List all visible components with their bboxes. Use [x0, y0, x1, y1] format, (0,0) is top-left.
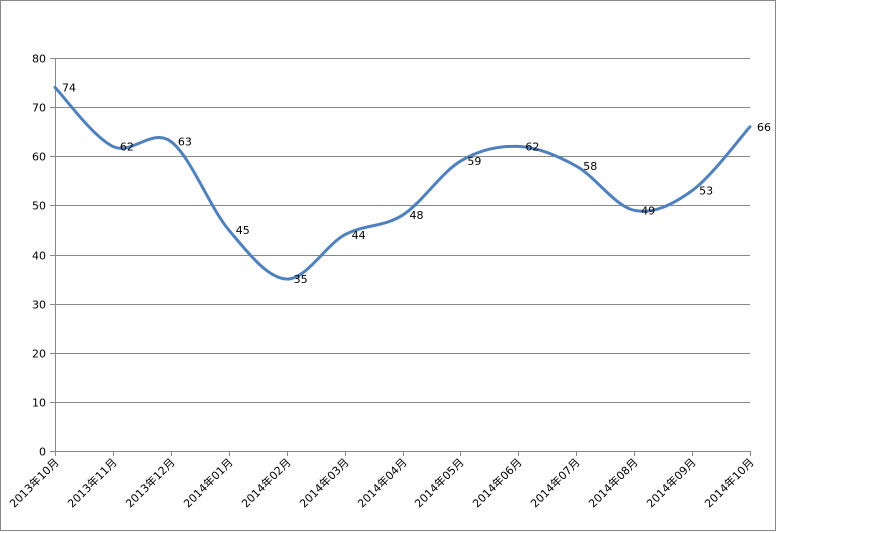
- y-tick-label: 80: [32, 53, 46, 66]
- gridlines: [55, 58, 750, 403]
- y-tick-label: 50: [32, 200, 46, 213]
- y-tick-label: 60: [32, 151, 46, 164]
- data-label: 62: [120, 140, 134, 153]
- data-labels: 74 62 63 45 35 44 48 59 62 58 49 53 66: [62, 81, 771, 286]
- y-tick-label: 20: [32, 348, 46, 361]
- data-label: 45: [236, 224, 250, 237]
- data-label: 49: [641, 204, 655, 217]
- data-label: 59: [467, 155, 481, 168]
- data-label: 66: [757, 121, 771, 134]
- y-tick-label: 70: [32, 102, 46, 115]
- series-line-0: [53, 85, 752, 281]
- data-label: 62: [525, 140, 539, 153]
- chart-area-border: [0, 0, 776, 531]
- data-label: 63: [178, 136, 192, 149]
- y-tick-label: 40: [32, 250, 46, 263]
- data-label: 74: [62, 81, 76, 94]
- series-lines: [53, 85, 752, 281]
- data-label: 35: [294, 273, 308, 286]
- y-tick-label: 10: [32, 397, 46, 410]
- data-label: 53: [699, 185, 713, 198]
- data-label: 44: [352, 229, 366, 242]
- data-label: 58: [583, 160, 597, 173]
- axes: [50, 58, 751, 456]
- y-tick-label: 0: [39, 446, 46, 459]
- data-label: 48: [410, 209, 424, 222]
- y-tick-labels: 0 10 20 30 40 50 60 70 80: [32, 53, 46, 459]
- y-tick-label: 30: [32, 299, 46, 312]
